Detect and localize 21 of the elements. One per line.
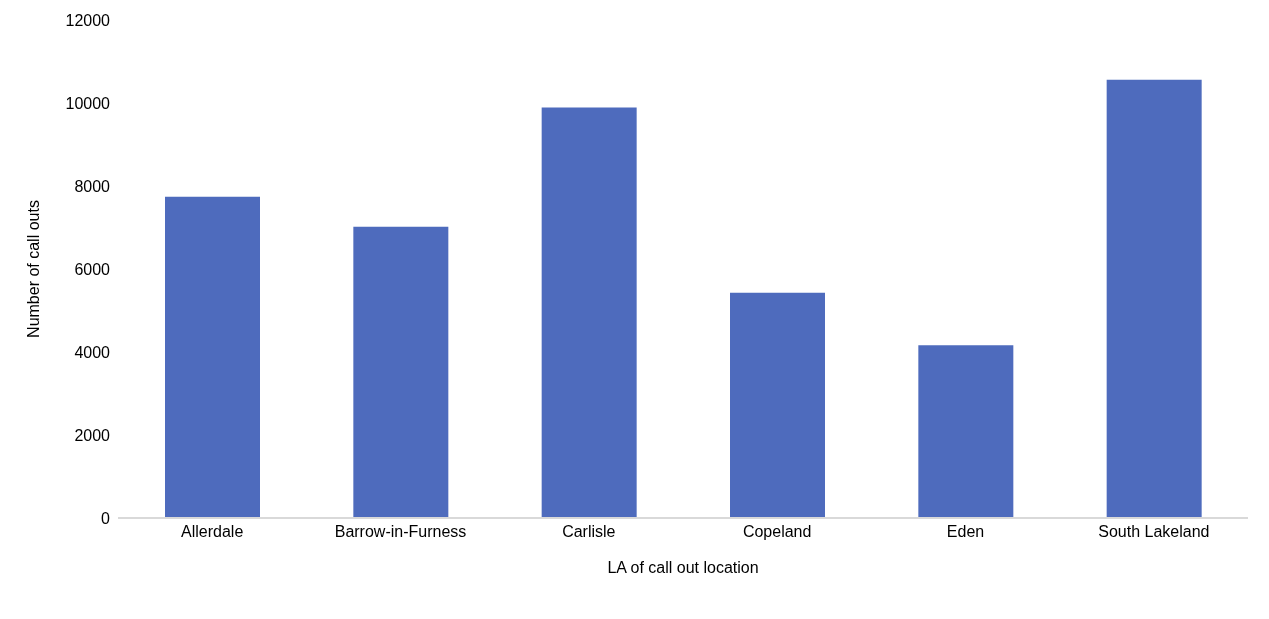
- x-tick-label: Carlisle: [562, 523, 616, 541]
- y-tick-label: 0: [101, 509, 111, 527]
- x-tick-label: South Lakeland: [1098, 523, 1210, 541]
- bar: [165, 196, 260, 518]
- y-tick-label: 6000: [74, 260, 111, 278]
- y-tick-label: 12000: [65, 11, 111, 29]
- y-tick-label: 4000: [74, 343, 111, 361]
- bar: [918, 345, 1014, 518]
- x-tick-label: Copeland: [742, 523, 812, 541]
- x-tick-label: Eden: [946, 523, 985, 541]
- x-axis-title: LA of call out location: [607, 559, 759, 576]
- x-tick-label: Allerdale: [181, 523, 244, 541]
- bar: [541, 107, 637, 518]
- bar: [1106, 79, 1202, 518]
- y-axis-title: Number of call outs: [24, 200, 42, 338]
- x-tick-label: Barrow-in-Furness: [334, 523, 467, 541]
- y-tick-label: 8000: [74, 177, 111, 195]
- y-tick-label: 2000: [74, 426, 111, 444]
- bar: [353, 226, 449, 518]
- bar: [730, 292, 825, 518]
- y-tick-label: 10000: [65, 94, 111, 112]
